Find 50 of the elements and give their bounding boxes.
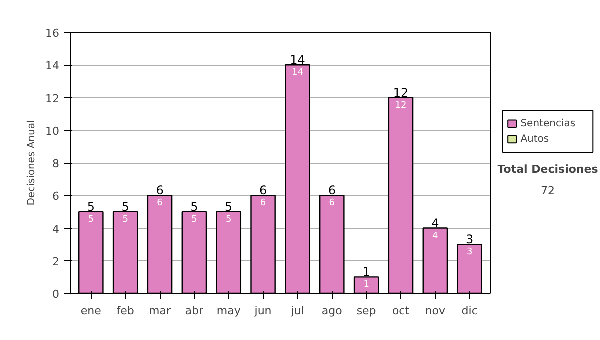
text: 72	[541, 184, 555, 198]
x-tick-label: abr	[185, 304, 204, 318]
total-label: 5	[122, 200, 130, 214]
y-tick-label: 0	[52, 288, 60, 301]
data-label: 14	[292, 68, 304, 78]
x-tick-label: ago	[322, 304, 343, 318]
total-label: 5	[190, 200, 198, 214]
x-tick-label: may	[216, 304, 242, 318]
x-tick-label: ene	[80, 304, 102, 318]
x-tick-label: oct	[392, 304, 410, 318]
data-label: 1	[364, 280, 370, 290]
data-label: 5	[192, 214, 198, 225]
x-tick-label: feb	[116, 304, 134, 318]
total-label: 12	[393, 86, 409, 100]
x-tick-label: mar	[149, 304, 172, 318]
y-tick-label: 10	[46, 124, 60, 138]
total-label: 6	[259, 184, 268, 198]
y-axis-title: Decisiones Anual	[26, 120, 38, 206]
y-tick-label: 12	[46, 92, 60, 106]
data-label: 6	[260, 198, 266, 209]
x-tick-label: dic	[462, 304, 478, 318]
total-label: 6	[156, 184, 164, 198]
y-tick-label: 8	[52, 158, 60, 170]
y-tick-label: 16	[46, 27, 60, 40]
data-label: 5	[226, 214, 232, 225]
x-tick-label: nov	[425, 304, 446, 318]
text: Total Decisiones	[498, 163, 599, 176]
x-tick-label: jun	[254, 304, 272, 318]
y-tick-label: 4	[52, 222, 60, 236]
total-label: 5	[87, 200, 95, 214]
total-label: 14	[290, 53, 306, 68]
total-label: 1	[362, 265, 370, 280]
data-label: 4	[432, 231, 439, 242]
x-tick-label: jul	[290, 304, 304, 318]
data-label: 5	[122, 214, 128, 225]
y-tick-label: 6	[52, 190, 60, 204]
legend-label: Autos	[520, 134, 550, 146]
data-label: 12	[395, 100, 407, 111]
total-label: 3	[466, 232, 474, 247]
y-tick-label: 14	[46, 60, 60, 73]
x-tick-label: sep	[356, 304, 376, 318]
legend-label: Sentencias	[520, 118, 576, 130]
data-label: 3	[466, 248, 473, 258]
data-label: 5	[88, 214, 94, 225]
y-tick-label: 2	[52, 255, 60, 268]
total-label: 5	[225, 200, 233, 214]
data-label: 6	[157, 198, 164, 209]
total-label: 4	[432, 216, 440, 230]
total-label: 6	[328, 184, 336, 198]
data-label: 6	[329, 198, 336, 209]
